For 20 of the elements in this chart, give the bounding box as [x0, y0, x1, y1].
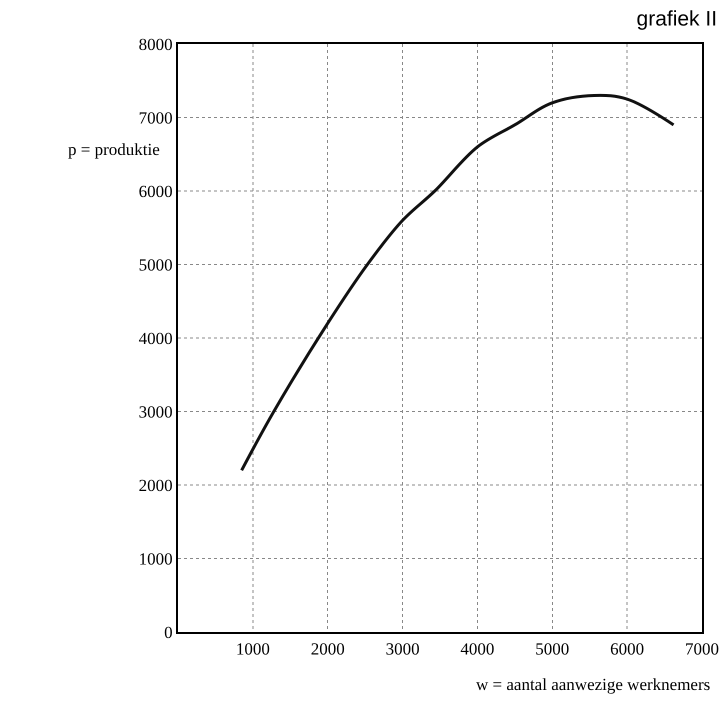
line-series [240, 94, 676, 472]
y-tick-label: 5000 [138, 255, 173, 274]
y-tick-label: 3000 [138, 402, 173, 422]
x-tick-label: 5000 [535, 639, 570, 658]
y-axis-title: p = produktie [68, 140, 160, 159]
x-tick-label: 6000 [610, 639, 644, 658]
x-tick-label: 2000 [310, 639, 345, 658]
x-tick-label: 1000 [236, 639, 270, 658]
y-tick-label: 0 [164, 622, 173, 642]
chart-title: grafiek II [636, 7, 718, 30]
x-tick-label: 7000 [685, 639, 719, 658]
x-axis-title: w = aantal aanwezige werknemers [476, 675, 710, 694]
x-tick-label: 4000 [460, 639, 494, 658]
x-tick-label: 3000 [386, 639, 420, 658]
y-tick-label: 6000 [138, 182, 173, 201]
y-tick-label: 4000 [138, 328, 173, 348]
y-tick-label: 2000 [138, 476, 173, 495]
y-tick-label: 8000 [138, 34, 173, 54]
y-tick-label: 1000 [138, 549, 173, 568]
y-tick-label: 7000 [138, 108, 173, 128]
